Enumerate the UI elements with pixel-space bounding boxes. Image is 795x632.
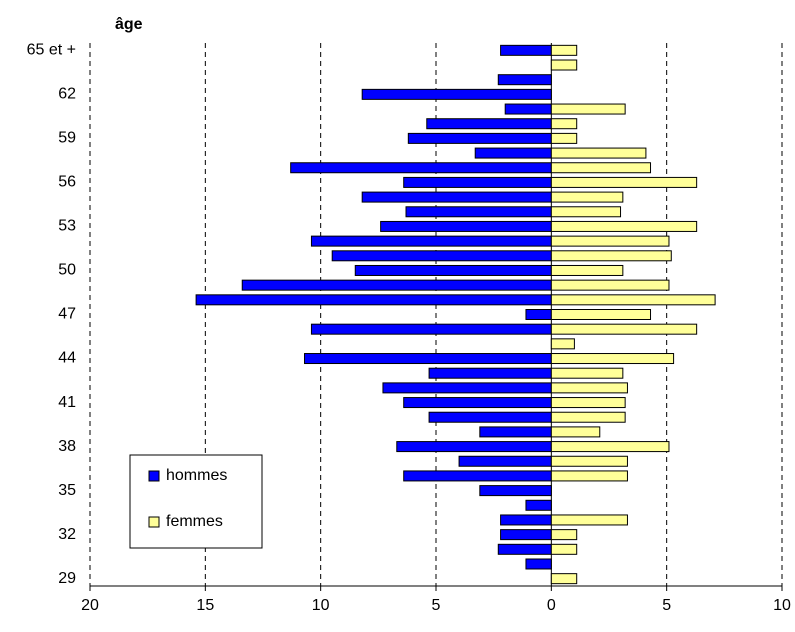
bar [550, 44, 578, 56]
y-tick-label: 44 [58, 350, 76, 367]
bar [550, 529, 578, 541]
bar [550, 426, 601, 438]
bar [195, 294, 552, 306]
bar [331, 250, 552, 262]
bar [403, 176, 552, 188]
y-tick-label: 59 [58, 130, 76, 147]
x-tick-label: 5 [662, 597, 671, 614]
bar [403, 470, 552, 482]
legend-swatch [148, 470, 160, 482]
bar [380, 220, 552, 232]
bar [361, 88, 552, 100]
bar [428, 367, 552, 379]
bar [550, 132, 578, 144]
bar [550, 279, 670, 291]
bar [500, 529, 552, 541]
y-tick-label: 35 [58, 482, 76, 499]
bar [550, 147, 647, 159]
x-tick-label: 0 [547, 597, 556, 614]
bar [550, 264, 624, 276]
bar [550, 338, 575, 350]
bar [550, 323, 698, 335]
bar [479, 485, 552, 497]
bar [550, 191, 624, 203]
bar [382, 382, 552, 394]
y-tick-label: 47 [58, 306, 76, 323]
bar [550, 573, 578, 585]
bar [407, 132, 552, 144]
y-tick-label: 29 [58, 570, 76, 587]
bar [550, 103, 626, 115]
bar [310, 323, 552, 335]
bar [550, 353, 675, 365]
y-tick-label: 32 [58, 526, 76, 543]
bar [500, 514, 552, 526]
bar [550, 294, 716, 306]
y-tick-label: 53 [58, 218, 76, 235]
bar [550, 470, 628, 482]
bar [550, 411, 626, 423]
y-tick-label: 50 [58, 262, 76, 279]
bar [428, 411, 552, 423]
bar [550, 543, 578, 555]
bar [550, 59, 578, 71]
bar [550, 397, 626, 409]
bar [550, 176, 698, 188]
bar [504, 103, 552, 115]
y-tick-label: 62 [58, 86, 76, 103]
y-tick-label: 38 [58, 438, 76, 455]
bar [525, 309, 552, 320]
legend-swatch [148, 516, 160, 528]
bar [550, 455, 628, 467]
bar [354, 264, 552, 276]
bar [497, 543, 552, 555]
bar [396, 441, 552, 453]
x-tick-label: 10 [773, 597, 791, 614]
bar [550, 441, 670, 453]
bar [405, 206, 552, 218]
x-tick-label: 20 [81, 597, 99, 614]
bar [550, 118, 578, 130]
bar [361, 191, 552, 203]
bar [304, 353, 552, 365]
bar [403, 397, 552, 409]
y-tick-label: 65 et + [27, 42, 76, 59]
legend-label: femmes [166, 513, 223, 530]
bar [550, 220, 698, 232]
x-tick-label: 5 [432, 597, 441, 614]
y-tick-label: 41 [58, 394, 76, 411]
bar [550, 206, 622, 218]
bar [550, 382, 628, 394]
bar [458, 455, 552, 467]
bar [500, 44, 552, 56]
legend-label: hommes [166, 467, 227, 484]
bar [479, 426, 552, 438]
x-tick-label: 15 [196, 597, 214, 614]
bar [525, 499, 552, 511]
bar [426, 118, 552, 130]
bar [550, 367, 624, 379]
bar [550, 235, 670, 247]
bar [310, 235, 552, 247]
bar [525, 558, 552, 570]
bar [550, 514, 628, 526]
x-tick-label: 10 [312, 597, 330, 614]
y-tick-label: 56 [58, 174, 76, 191]
bar [550, 250, 672, 262]
bar [550, 309, 652, 320]
bar [550, 162, 652, 174]
bar [497, 74, 552, 86]
bar [290, 162, 552, 174]
bar [241, 279, 552, 291]
chart-title: âge [115, 16, 143, 33]
bar [474, 147, 552, 159]
